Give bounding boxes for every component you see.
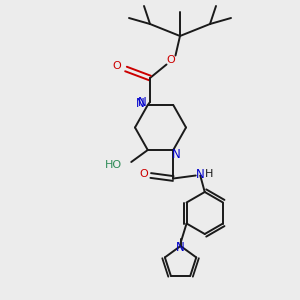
Text: O: O bbox=[112, 61, 122, 71]
Text: H: H bbox=[205, 169, 213, 179]
Text: N: N bbox=[196, 167, 205, 181]
Text: O: O bbox=[139, 169, 148, 179]
Text: HO: HO bbox=[105, 160, 122, 170]
Text: O: O bbox=[167, 55, 176, 65]
Text: N: N bbox=[172, 148, 181, 161]
Text: N: N bbox=[176, 241, 185, 254]
Text: N: N bbox=[138, 95, 147, 109]
Text: N: N bbox=[136, 97, 145, 110]
